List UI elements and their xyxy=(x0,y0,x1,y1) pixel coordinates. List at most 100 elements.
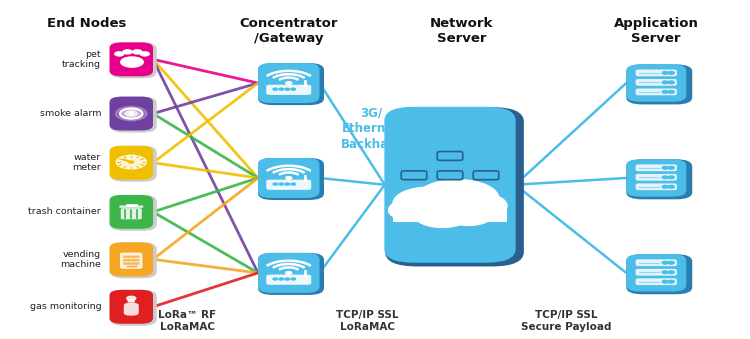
Circle shape xyxy=(116,106,147,121)
Circle shape xyxy=(120,108,142,119)
FancyBboxPatch shape xyxy=(258,253,324,295)
Circle shape xyxy=(668,166,674,169)
Circle shape xyxy=(668,81,674,84)
Circle shape xyxy=(291,88,296,90)
FancyBboxPatch shape xyxy=(626,159,692,199)
Circle shape xyxy=(668,280,674,283)
Circle shape xyxy=(140,52,149,56)
FancyBboxPatch shape xyxy=(401,171,427,180)
FancyBboxPatch shape xyxy=(393,208,507,222)
FancyBboxPatch shape xyxy=(110,146,157,182)
FancyBboxPatch shape xyxy=(128,262,134,265)
FancyBboxPatch shape xyxy=(266,275,311,285)
Circle shape xyxy=(662,72,668,74)
Circle shape xyxy=(125,111,137,116)
FancyBboxPatch shape xyxy=(626,254,692,294)
Circle shape xyxy=(121,57,143,67)
Circle shape xyxy=(129,161,134,163)
FancyBboxPatch shape xyxy=(266,180,311,190)
FancyBboxPatch shape xyxy=(134,256,140,258)
FancyBboxPatch shape xyxy=(128,299,135,303)
Text: pet
tracking: pet tracking xyxy=(62,49,101,69)
Circle shape xyxy=(662,280,668,283)
Circle shape xyxy=(668,72,674,74)
FancyBboxPatch shape xyxy=(123,262,129,265)
Circle shape xyxy=(393,187,465,220)
Circle shape xyxy=(668,271,674,274)
Text: smoke alarm: smoke alarm xyxy=(40,109,101,118)
FancyBboxPatch shape xyxy=(128,256,134,258)
FancyBboxPatch shape xyxy=(384,107,516,263)
Circle shape xyxy=(133,50,142,54)
FancyBboxPatch shape xyxy=(110,195,157,231)
FancyBboxPatch shape xyxy=(110,242,153,276)
FancyBboxPatch shape xyxy=(635,174,677,181)
Circle shape xyxy=(285,278,290,280)
Circle shape xyxy=(115,52,124,56)
Circle shape xyxy=(273,183,278,185)
Circle shape xyxy=(279,278,284,280)
FancyBboxPatch shape xyxy=(258,158,324,200)
FancyBboxPatch shape xyxy=(120,253,142,269)
FancyBboxPatch shape xyxy=(123,259,129,261)
Circle shape xyxy=(662,185,668,188)
FancyBboxPatch shape xyxy=(128,259,134,261)
Text: Network
Server: Network Server xyxy=(430,17,493,45)
FancyBboxPatch shape xyxy=(134,262,140,265)
Circle shape xyxy=(388,199,436,221)
Circle shape xyxy=(285,183,290,185)
FancyBboxPatch shape xyxy=(266,85,311,95)
FancyBboxPatch shape xyxy=(635,69,677,76)
Circle shape xyxy=(273,278,278,280)
FancyBboxPatch shape xyxy=(635,278,677,285)
Circle shape xyxy=(668,176,674,179)
FancyBboxPatch shape xyxy=(110,242,157,278)
FancyBboxPatch shape xyxy=(635,269,677,276)
Circle shape xyxy=(129,113,134,115)
Circle shape xyxy=(123,50,132,54)
Text: vending
machine: vending machine xyxy=(60,250,101,269)
Circle shape xyxy=(662,261,668,264)
Circle shape xyxy=(662,271,668,274)
Circle shape xyxy=(291,183,296,185)
FancyBboxPatch shape xyxy=(258,63,320,103)
FancyBboxPatch shape xyxy=(386,107,524,266)
Text: TCP/IP SSL
LoRaMAC: TCP/IP SSL LoRaMAC xyxy=(336,310,399,332)
FancyBboxPatch shape xyxy=(134,259,140,261)
FancyBboxPatch shape xyxy=(110,290,157,326)
Text: 3G/
Ethernet
Backhaul: 3G/ Ethernet Backhaul xyxy=(341,106,401,151)
FancyBboxPatch shape xyxy=(110,97,157,133)
Circle shape xyxy=(668,261,674,264)
FancyBboxPatch shape xyxy=(124,303,139,316)
Text: TCP/IP SSL
Secure Payload: TCP/IP SSL Secure Payload xyxy=(521,310,611,332)
Circle shape xyxy=(279,88,284,90)
Circle shape xyxy=(662,91,668,93)
FancyBboxPatch shape xyxy=(626,64,686,102)
FancyBboxPatch shape xyxy=(626,254,686,292)
FancyBboxPatch shape xyxy=(110,42,153,76)
Text: Application
Server: Application Server xyxy=(614,17,699,45)
FancyBboxPatch shape xyxy=(110,195,153,229)
FancyBboxPatch shape xyxy=(437,152,463,160)
FancyBboxPatch shape xyxy=(473,171,499,180)
FancyBboxPatch shape xyxy=(110,290,153,324)
Text: trash container: trash container xyxy=(28,207,101,216)
FancyBboxPatch shape xyxy=(121,208,142,219)
FancyBboxPatch shape xyxy=(626,64,692,104)
Text: End Nodes: End Nodes xyxy=(46,17,126,30)
Text: Concentrator
/Gateway: Concentrator /Gateway xyxy=(239,17,338,45)
Circle shape xyxy=(662,81,668,84)
FancyBboxPatch shape xyxy=(635,88,677,95)
FancyBboxPatch shape xyxy=(258,158,320,198)
Circle shape xyxy=(273,88,278,90)
FancyBboxPatch shape xyxy=(635,183,677,190)
FancyBboxPatch shape xyxy=(626,159,686,197)
FancyBboxPatch shape xyxy=(437,171,463,180)
Text: water
meter: water meter xyxy=(73,153,101,173)
Circle shape xyxy=(662,166,668,169)
FancyBboxPatch shape xyxy=(110,146,153,180)
Circle shape xyxy=(416,180,499,217)
Text: LoRa™ RF
LoRaMAC: LoRa™ RF LoRaMAC xyxy=(158,310,217,332)
FancyBboxPatch shape xyxy=(110,97,153,131)
FancyBboxPatch shape xyxy=(123,256,129,258)
